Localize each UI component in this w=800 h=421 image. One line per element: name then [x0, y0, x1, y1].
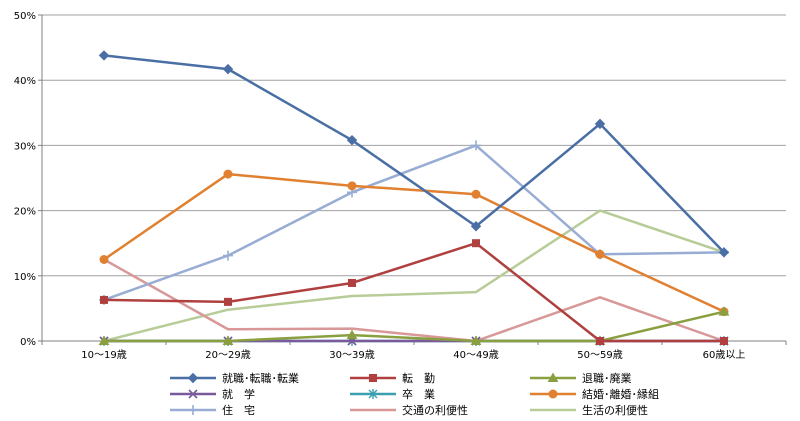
x-tick-label: 20～29歳 [205, 349, 250, 361]
legend-label: 転 勤 [402, 372, 435, 385]
data-point [720, 337, 728, 345]
legend-label: 交通の利便性 [402, 403, 468, 417]
legend-marker [547, 372, 559, 382]
x-tick-label: 40～49歳 [453, 349, 498, 361]
series-line [103, 209, 725, 343]
legend-item: 住 宅 [170, 403, 255, 417]
x-tick-label: 50～59歳 [577, 349, 622, 361]
legend-item: 交通の利便性 [350, 403, 468, 417]
legend-item: 卒 業 [350, 387, 435, 401]
series-6 [99, 169, 729, 317]
data-point [470, 221, 482, 232]
y-axis: 0% 10% 20% 30% 40% 50% [14, 11, 43, 348]
series-group [98, 50, 730, 346]
series-8 [103, 258, 725, 343]
legend-item: 生活の利便性 [530, 403, 648, 417]
data-point [718, 247, 730, 258]
data-point [98, 50, 110, 61]
legend-label: 退職･廃業 [582, 371, 632, 385]
legend-marker [188, 405, 198, 415]
series-2 [100, 239, 728, 345]
data-point [718, 306, 730, 316]
data-point [99, 255, 109, 264]
x-axis: 10～19歳 20～29歳 30～39歳 40～49歳 50～59歳 60歳以上 [41, 340, 787, 361]
legend-item: 就職･転職･転業 [170, 371, 299, 385]
legend-label: 住 宅 [222, 403, 255, 417]
gridlines [42, 14, 786, 342]
legend-label: 卒 業 [402, 387, 435, 401]
series-line [103, 258, 725, 343]
data-point [223, 250, 233, 261]
series-1 [98, 50, 730, 258]
series-9 [103, 209, 725, 343]
data-point [470, 335, 482, 345]
x-tick-label: 10～19歳 [81, 349, 126, 361]
data-point [346, 134, 358, 146]
data-point [595, 249, 605, 259]
data-point [472, 239, 480, 248]
legend-marker [548, 389, 558, 399]
legend-label: 結婚･離婚･縁組 [582, 387, 659, 401]
data-point [347, 181, 357, 191]
legend-marker [187, 372, 199, 384]
data-point [346, 329, 358, 340]
data-point [222, 335, 234, 345]
y-tick-label: 10% [14, 272, 36, 283]
data-point [348, 278, 356, 287]
data-point [224, 297, 232, 306]
data-point [222, 63, 234, 75]
legend-label: 就職･転職･転業 [222, 371, 299, 385]
series-line [103, 172, 725, 313]
legend-marker [368, 389, 378, 399]
series-line [103, 144, 725, 302]
y-tick-label: 30% [14, 141, 36, 152]
legend-item: 就 学 [170, 387, 255, 401]
data-point [471, 140, 481, 151]
series-line [103, 54, 725, 254]
x-tick-label: 30～39歳 [329, 349, 374, 361]
data-point [596, 337, 604, 345]
legend-item: 結婚･離婚･縁組 [530, 387, 659, 401]
y-tick-label: 20% [14, 207, 36, 218]
legend-label: 就 学 [222, 387, 255, 401]
data-point [98, 335, 110, 345]
legend-marker [369, 374, 377, 382]
y-tick-label: 50% [14, 11, 36, 22]
series-3 [98, 306, 730, 345]
legend-item: 転 勤 [350, 372, 435, 385]
legend-marker [188, 389, 198, 399]
y-tick-label: 0% [20, 337, 36, 348]
x-tick-label: 60歳以上 [703, 349, 746, 361]
data-point [100, 295, 108, 304]
data-point [471, 189, 481, 199]
series-line [104, 310, 725, 343]
legend-item: 退職･廃業 [530, 371, 632, 385]
y-tick-label: 40% [14, 76, 36, 87]
data-point [594, 118, 606, 130]
data-point [223, 169, 233, 179]
legend: 就職･転職･転業 転 勤 退職･廃業就 学 卒 業 結婚･離婚･縁組住 宅 交通の利便性 生… [170, 371, 659, 417]
legend-label: 生活の利便性 [582, 403, 648, 417]
series-line [103, 241, 724, 343]
